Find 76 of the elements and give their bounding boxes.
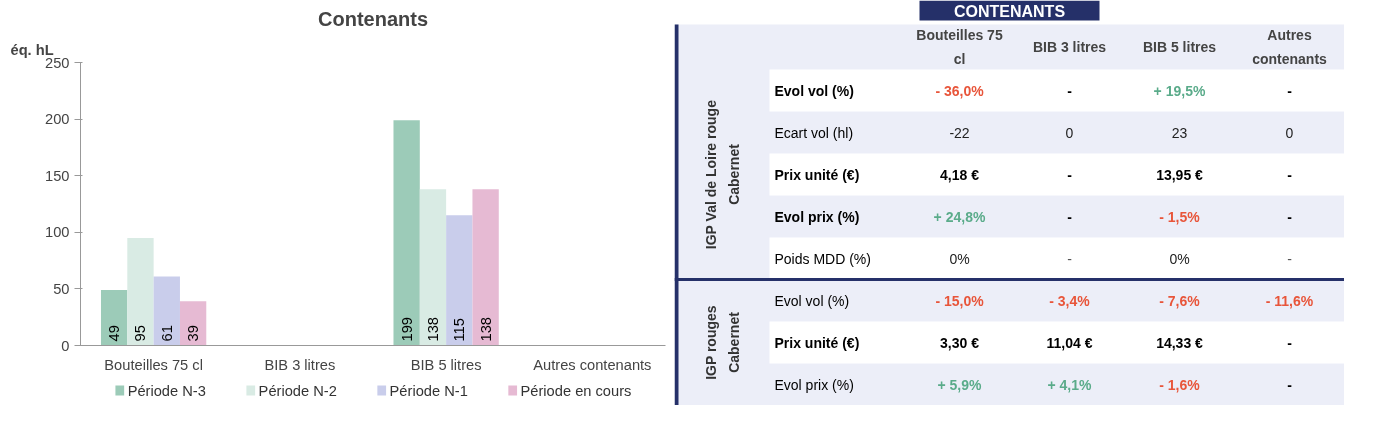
text: - — [1287, 208, 1292, 225]
bar — [127, 237, 154, 346]
category-label: Prix unité (€) — [774, 166, 860, 183]
legend-label: Période N-1 — [389, 382, 468, 399]
chart-title: Contenants — [318, 7, 428, 30]
y-tick-label: 150 — [45, 167, 70, 184]
bar — [472, 189, 499, 346]
text: - — [1067, 250, 1072, 267]
text: + 5,9% — [937, 376, 982, 393]
y-tick-label: 50 — [53, 280, 70, 297]
text: 4,18 € — [940, 166, 979, 183]
text: - — [1287, 82, 1292, 99]
category-label: Bouteilles 75 cl — [916, 27, 1003, 67]
data-label: 49 — [106, 325, 123, 342]
category-label: Poids MDD (%) — [774, 250, 871, 267]
text: - 15,0% — [935, 292, 984, 309]
text: 11,04 € — [1046, 334, 1093, 351]
text: - — [1287, 334, 1292, 351]
data-label: 138 — [477, 317, 494, 342]
legend-label: Période N-2 — [258, 382, 337, 399]
y-tick-label: 100 — [45, 224, 70, 241]
text: - 36,0% — [935, 82, 984, 99]
bar — [393, 120, 420, 346]
text: - 3,4% — [1049, 292, 1090, 309]
text: + 19,5% — [1153, 82, 1206, 99]
category-label: Evol prix (%) — [774, 376, 854, 393]
y-tick-label: 0 — [61, 337, 70, 354]
legend-label: Période en cours — [520, 382, 632, 399]
bar — [419, 189, 447, 346]
category-label: Ecart vol (hl) — [774, 124, 854, 141]
category-label: Evol vol (%) — [774, 292, 850, 309]
text: - 1,6% — [1159, 376, 1200, 393]
text: IGP Val de Loire rouge Cabernet — [703, 99, 742, 250]
text: - — [1287, 376, 1292, 393]
text: IGP rouges Cabernet — [703, 305, 742, 380]
text: 13,95 € — [1156, 166, 1203, 183]
text: - 1,5% — [1159, 208, 1200, 225]
text: 3,30 € — [940, 334, 979, 351]
text: - — [1067, 166, 1072, 183]
bar — [100, 290, 128, 346]
data-label: 39 — [185, 325, 202, 342]
text: 0% — [949, 250, 970, 267]
text: 0 — [1285, 124, 1294, 141]
text: - — [1287, 250, 1292, 267]
category-label: BIB 3 litres — [1032, 39, 1107, 55]
x-tick-label: BIB 5 litres — [410, 356, 482, 373]
bar — [446, 215, 473, 346]
data-label: 115 — [451, 318, 468, 342]
text: 23 — [1171, 124, 1188, 141]
category-label: Evol prix (%) — [774, 208, 860, 225]
text: - 11,6% — [1265, 292, 1314, 309]
text: + 24,8% — [933, 208, 986, 225]
data-label: 199 — [398, 317, 415, 342]
text: -22 — [949, 124, 970, 141]
text: - 7,6% — [1159, 292, 1200, 309]
data-label: 61 — [158, 325, 175, 342]
text: 0 — [1065, 124, 1074, 141]
y-tick-label: 200 — [45, 111, 70, 128]
legend-label: Période N-3 — [127, 382, 206, 399]
text: + 4,1% — [1047, 376, 1092, 393]
category-label: BIB 5 litres — [1142, 39, 1217, 55]
text: CONTENANTS — [953, 3, 1066, 20]
text: - — [1287, 166, 1292, 183]
data-label: 138 — [424, 317, 441, 342]
text: 0% — [1169, 250, 1190, 267]
bar — [153, 276, 180, 346]
category-label: Evol vol (%) — [774, 82, 854, 99]
text: - — [1067, 208, 1072, 225]
data-label: 95 — [132, 325, 149, 342]
text: 14,33 € — [1156, 334, 1203, 351]
category-label: Prix unité (€) — [774, 334, 860, 351]
x-tick-label: Autres contenants — [533, 356, 652, 373]
x-tick-label: Bouteilles 75 cl — [104, 356, 203, 373]
category-label: Autres contenants — [1252, 27, 1328, 67]
text: - — [1067, 82, 1072, 99]
x-tick-label: BIB 3 litres — [264, 356, 336, 373]
